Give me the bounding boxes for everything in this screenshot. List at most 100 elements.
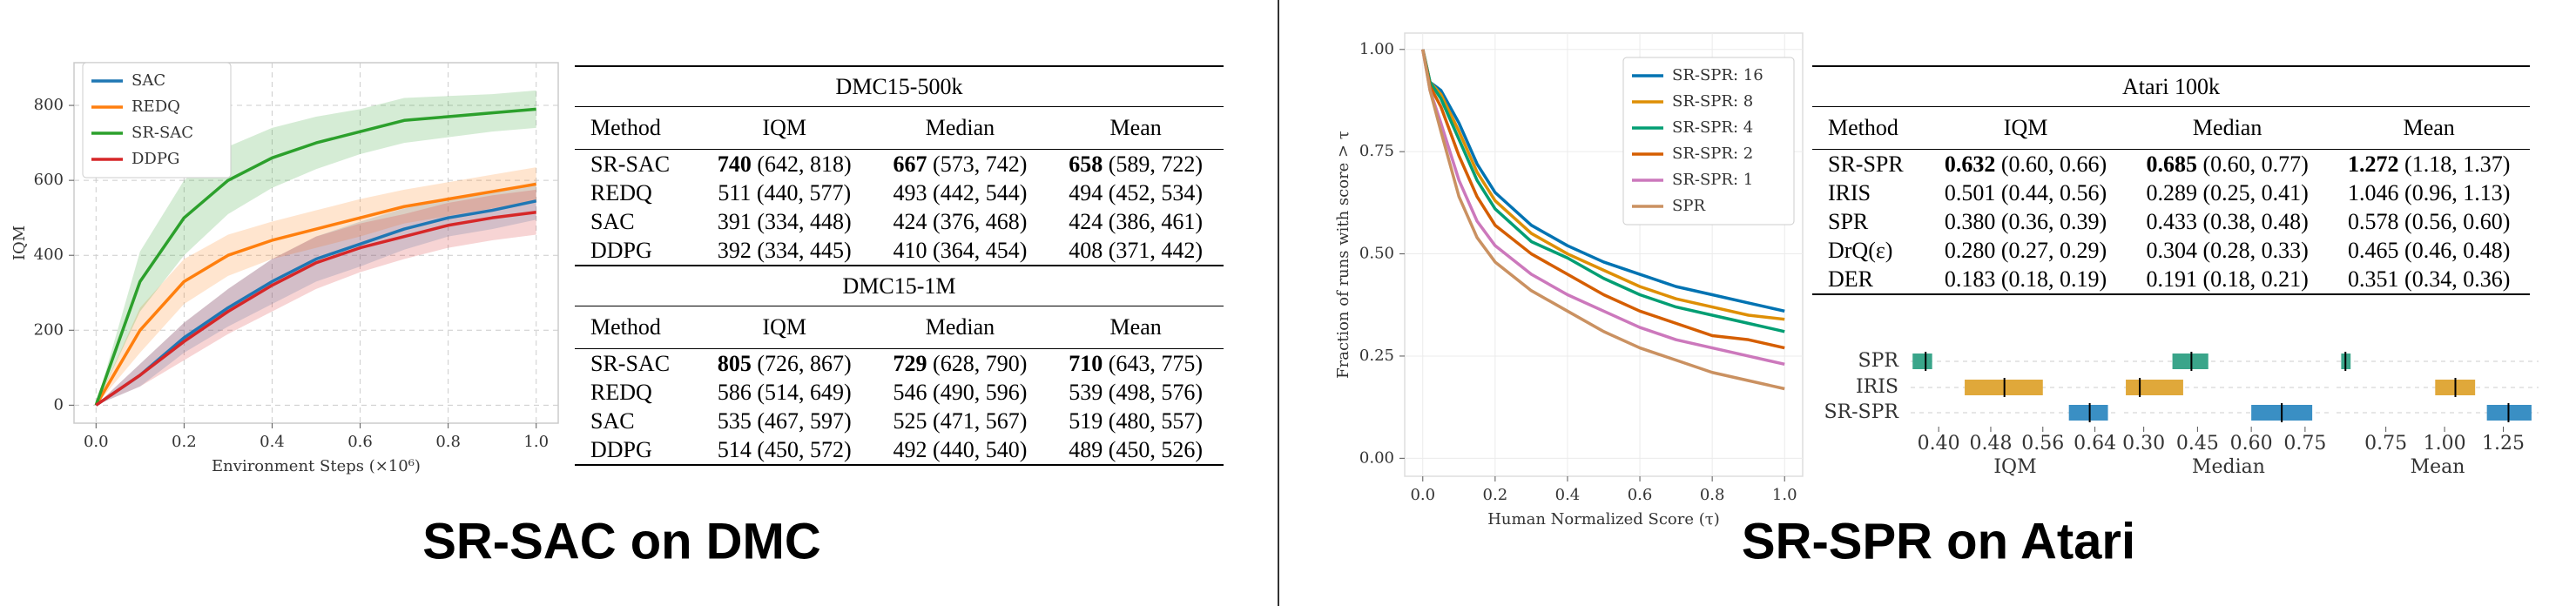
method-name: DDPG: [575, 435, 697, 466]
cell-value: 391: [717, 208, 752, 234]
column-header: Mean: [1048, 306, 1224, 349]
cell-interval: (471, 567): [933, 407, 1028, 434]
table-cell: 408 (371, 442): [1048, 236, 1224, 265]
cell-interval: (0.44, 0.56): [2000, 179, 2107, 205]
header-row: Method IQM Median Mean: [575, 306, 1224, 349]
table-cell: 546 (490, 596): [873, 378, 1049, 407]
cell-interval: (0.25, 0.41): [2202, 179, 2309, 205]
table-row: SR-SAC 740 (642, 818) 667 (573, 742) 658 (5…: [575, 150, 1224, 179]
cell-interval: (0.60, 0.66): [2000, 151, 2107, 177]
x-tick-label: 0.4: [260, 433, 285, 451]
y-tick-label: 0.00: [1359, 448, 1394, 467]
column-header: Method: [575, 106, 697, 150]
y-tick-label: 0: [54, 395, 64, 414]
table-cell: 0.351 (0.34, 0.36): [2328, 265, 2530, 295]
cell-interval: (0.56, 0.60): [2404, 208, 2511, 234]
table-cell: 424 (386, 461): [1048, 207, 1224, 236]
cell-interval: (0.18, 0.21): [2202, 266, 2309, 292]
series-line: [95, 199, 537, 407]
table-cell: 511 (440, 577): [697, 178, 873, 207]
table-row: REDQ 586 (514, 649) 546 (490, 596) 539 (498…: [575, 378, 1224, 407]
cell-value: 0.380: [1944, 208, 1996, 234]
y-axis-label: Fraction of runs with score > τ: [1334, 131, 1352, 379]
x-tick-label: 0.60: [2230, 433, 2273, 454]
table-cell: 805 (726, 867): [697, 349, 873, 379]
legend-label: SR-SPR: 2: [1672, 145, 1753, 163]
table-cell: 525 (471, 567): [873, 407, 1049, 435]
interval-bar: [1912, 354, 1932, 369]
interval-bar: [2126, 380, 2183, 395]
cell-interval: (0.18, 0.19): [2000, 266, 2107, 292]
cell-interval: (0.60, 0.77): [2202, 151, 2309, 177]
cell-value: 0.433: [2146, 208, 2197, 234]
cell-value: 1.272: [2348, 151, 2399, 177]
table-title-row: DMC15-500k: [575, 65, 1224, 107]
cell-value: 586: [717, 379, 752, 405]
series-line: [1421, 49, 1785, 321]
cell-interval: (442, 544): [933, 179, 1028, 205]
cell-value: 424: [893, 208, 927, 234]
cell-value: 0.304: [2146, 237, 2197, 263]
y-tick-label: 1.00: [1359, 40, 1394, 58]
confidence-band: [96, 182, 536, 406]
cell-value: 0.289: [2146, 179, 2197, 205]
method-name: SR-SPR: [1828, 151, 1904, 177]
cell-interval: (452, 534): [1108, 179, 1204, 205]
results-table: Atari 100k Method IQM Median Mean SR-SPR 0.632…: [1812, 65, 2530, 295]
method-name: REDQ: [590, 379, 652, 405]
cell-interval: (643, 775): [1108, 350, 1204, 376]
legend-label: SR-SAC: [131, 124, 193, 142]
x-tick-label: 0.4: [1555, 486, 1581, 504]
table-cell: 0.685 (0.60, 0.77): [2127, 150, 2329, 179]
x-axis-label: Human Normalized Score (τ): [1487, 510, 1720, 529]
column-header: IQM: [696, 306, 873, 349]
table-cell: 392 (334, 445): [697, 236, 873, 265]
table-cell: 493 (442, 544): [873, 178, 1049, 207]
x-tick-label: 0.2: [1483, 486, 1508, 504]
category-label: SPR: [1858, 350, 1900, 372]
y-tick-label: 0.50: [1359, 245, 1394, 263]
x-tick-label: 1.0: [1772, 486, 1797, 504]
caption: SR-SAC on DMC: [422, 513, 821, 569]
series-line: [1421, 49, 1785, 367]
x-tick-label: 0.40: [1918, 433, 1960, 454]
cell-interval: (0.34, 0.36): [2404, 266, 2511, 292]
table-cell: 740 (642, 818): [697, 150, 873, 179]
cell-value: 539: [1069, 379, 1103, 405]
y-tick-label: 800: [34, 96, 64, 114]
table-cell: 0.191 (0.18, 0.21): [2126, 265, 2329, 295]
cell-value: 0.685: [2146, 151, 2197, 177]
table-cell: 494 (452, 534): [1048, 178, 1224, 207]
results-table: DMC15-500k Method IQM Median Mean SR-SAC 740 (…: [575, 65, 1224, 265]
table-row: SPR 0.380 (0.36, 0.39) 0.433 (0.38, 0.48) 0…: [1812, 207, 2530, 236]
y-tick-label: 600: [34, 171, 64, 189]
cell-value: 511: [718, 179, 752, 205]
table-row: REDQ 511 (440, 577) 493 (442, 544) 494 (452…: [575, 178, 1224, 207]
results-table: DMC15-1M Method IQM Median Mean SR-SAC 805 (72…: [575, 265, 1224, 466]
method-name: SPR: [1828, 208, 1869, 234]
table-cell: 667 (573, 742): [873, 150, 1049, 179]
table-cell: 391 (334, 448): [697, 207, 873, 236]
cell-interval: (450, 526): [1108, 436, 1204, 462]
cell-value: 658: [1069, 151, 1103, 177]
header-row: Method IQM Median Mean: [1812, 106, 2530, 150]
cell-interval: (440, 540): [933, 436, 1028, 462]
table-cell: 424 (376, 468): [873, 207, 1049, 236]
table-cell: 729 (628, 790): [873, 349, 1049, 379]
table-cell: 0.183 (0.18, 0.19): [1925, 265, 2127, 295]
cell-interval: (726, 867): [757, 350, 852, 376]
cell-interval: (0.27, 0.29): [2000, 237, 2107, 263]
series-line: [1421, 49, 1785, 350]
cell-interval: (440, 577): [756, 179, 852, 205]
column-header: Median: [872, 106, 1049, 150]
table-cell: 519 (480, 557): [1048, 407, 1224, 435]
category-label: SR-SPR: [1824, 401, 1899, 423]
y-tick-label: 0.25: [1359, 347, 1394, 365]
cell-interval: (334, 448): [757, 208, 852, 234]
method-name: SR-SAC: [590, 350, 671, 376]
table-cell: 710 (643, 775): [1048, 349, 1224, 379]
x-tick-label: 0.6: [347, 433, 373, 451]
table-cell: 535 (467, 597): [697, 407, 873, 435]
column-header: Mean: [2328, 106, 2530, 150]
